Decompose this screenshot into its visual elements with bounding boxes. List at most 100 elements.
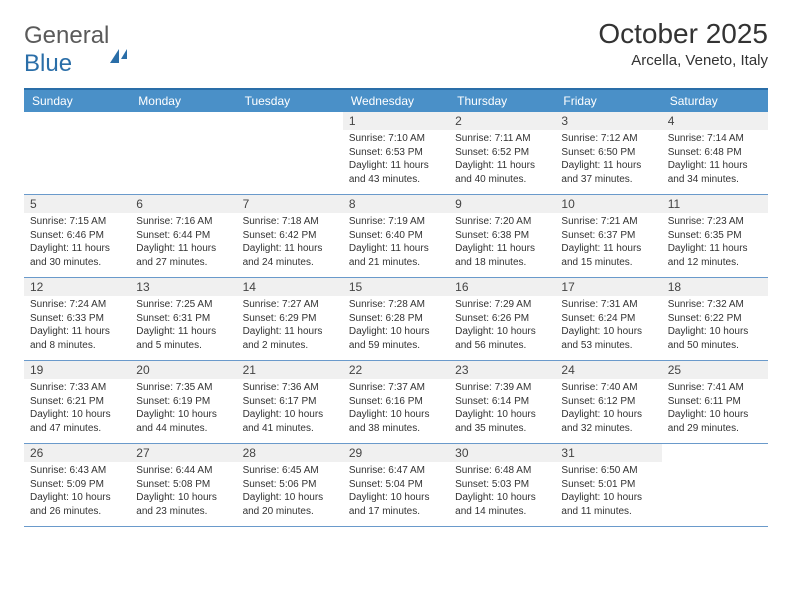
logo-part2: Blue (24, 50, 72, 77)
day-number: 14 (237, 278, 343, 296)
day-info: Sunrise: 7:14 AMSunset: 6:48 PMDaylight:… (668, 132, 762, 186)
day-number: 21 (237, 361, 343, 379)
calendar-cell: 5Sunrise: 7:15 AMSunset: 6:46 PMDaylight… (24, 195, 130, 277)
day-number: 7 (237, 195, 343, 213)
day-number: 27 (130, 444, 236, 462)
day-info: Sunrise: 7:20 AMSunset: 6:38 PMDaylight:… (455, 215, 549, 269)
logo: GeneralBlue (24, 22, 127, 78)
header: GeneralBlue October 2025 Arcella, Veneto… (24, 18, 768, 78)
day-info: Sunrise: 7:31 AMSunset: 6:24 PMDaylight:… (561, 298, 655, 352)
calendar-cell: 24Sunrise: 7:40 AMSunset: 6:12 PMDayligh… (555, 361, 661, 443)
location-label: Arcella, Veneto, Italy (598, 52, 768, 69)
calendar-cell: 2 Sunrise: 7:11 AMSunset: 6:52 PMDaylight… (449, 112, 555, 194)
calendar-week: 19Sunrise: 7:33 AMSunset: 6:21 PMDayligh… (24, 361, 768, 444)
weekday-header: SundayMondayTuesdayWednesdayThursdayFrid… (24, 90, 768, 112)
day-info: Sunrise: 7:33 AMSunset: 6:21 PMDaylight:… (30, 381, 124, 435)
day-info: Sunrise: 7:41 AMSunset: 6:11 PMDaylight:… (668, 381, 762, 435)
day-info: Sunrise: 6:45 AMSunset: 5:06 PMDaylight:… (243, 464, 337, 518)
day-number: 6 (130, 195, 236, 213)
day-info: Sunrise: 7:24 AMSunset: 6:33 PMDaylight:… (30, 298, 124, 352)
calendar-cell: 26 Sunrise: 6:43 AMSunset: 5:09 PMDayligh… (24, 444, 130, 526)
day-info: Sunrise: 7:35 AMSunset: 6:19 PMDaylight:… (136, 381, 230, 435)
day-info: Sunrise: 6:50 AMSunset: 5:01 PMDaylight:… (561, 464, 655, 518)
day-number: 30 (449, 444, 555, 462)
day-info: Sunrise: 6:44 AMSunset: 5:08 PMDaylight:… (136, 464, 230, 518)
day-info: Sunrise: 7:29 AMSunset: 6:26 PMDaylight:… (455, 298, 549, 352)
calendar-cell: 11 Sunrise: 7:23 AMSunset: 6:35 PMDayligh… (662, 195, 768, 277)
day-number: 11 (662, 195, 768, 213)
calendar-cell-empty: . (24, 112, 130, 194)
day-number: 26 (24, 444, 130, 462)
day-number: 15 (343, 278, 449, 296)
day-number: 2 (449, 112, 555, 130)
day-info: Sunrise: 7:36 AMSunset: 6:17 PMDaylight:… (243, 381, 337, 435)
calendar-cell: 14 Sunrise: 7:27 AMSunset: 6:29 PMDayligh… (237, 278, 343, 360)
weekday-col: Friday (555, 90, 661, 112)
day-number: 16 (449, 278, 555, 296)
day-info: Sunrise: 7:25 AMSunset: 6:31 PMDaylight:… (136, 298, 230, 352)
calendar-cell: 19Sunrise: 7:33 AMSunset: 6:21 PMDayligh… (24, 361, 130, 443)
calendar-cell: 16 Sunrise: 7:29 AMSunset: 6:26 PMDayligh… (449, 278, 555, 360)
day-number: 9 (449, 195, 555, 213)
day-number: 3 (555, 112, 661, 130)
calendar-cell: 8 Sunrise: 7:19 AMSunset: 6:40 PMDaylight… (343, 195, 449, 277)
calendar-cell: 27 Sunrise: 6:44 AMSunset: 5:08 PMDayligh… (130, 444, 236, 526)
calendar-cell: 10Sunrise: 7:21 AMSunset: 6:37 PMDayligh… (555, 195, 661, 277)
day-info: Sunrise: 7:19 AMSunset: 6:40 PMDaylight:… (349, 215, 443, 269)
calendar-cell: 13Sunrise: 7:25 AMSunset: 6:31 PMDayligh… (130, 278, 236, 360)
calendar-cell-empty: . (130, 112, 236, 194)
calendar-cell: 23Sunrise: 7:39 AMSunset: 6:14 PMDayligh… (449, 361, 555, 443)
day-number: 12 (24, 278, 130, 296)
calendar-cell: 20 Sunrise: 7:35 AMSunset: 6:19 PMDayligh… (130, 361, 236, 443)
weekday-col: Sunday (24, 90, 130, 112)
day-info: Sunrise: 7:37 AMSunset: 6:16 PMDaylight:… (349, 381, 443, 435)
calendar-week: 5Sunrise: 7:15 AMSunset: 6:46 PMDaylight… (24, 195, 768, 278)
calendar-cell: 15 Sunrise: 7:28 AMSunset: 6:28 PMDayligh… (343, 278, 449, 360)
title-block: October 2025 Arcella, Veneto, Italy (598, 18, 768, 69)
day-number: 20 (130, 361, 236, 379)
calendar-cell: 29Sunrise: 6:47 AMSunset: 5:04 PMDayligh… (343, 444, 449, 526)
calendar-cell: 21 Sunrise: 7:36 AMSunset: 6:17 PMDayligh… (237, 361, 343, 443)
logo-text: GeneralBlue (24, 22, 127, 78)
calendar-cell: 28Sunrise: 6:45 AMSunset: 5:06 PMDayligh… (237, 444, 343, 526)
calendar: SundayMondayTuesdayWednesdayThursdayFrid… (24, 88, 768, 527)
day-info: Sunrise: 6:48 AMSunset: 5:03 PMDaylight:… (455, 464, 549, 518)
calendar-cell: 12 Sunrise: 7:24 AMSunset: 6:33 PMDayligh… (24, 278, 130, 360)
calendar-cell: 4Sunrise: 7:14 AMSunset: 6:48 PMDaylight… (662, 112, 768, 194)
logo-sail-icon (110, 22, 119, 63)
day-number: 5 (24, 195, 130, 213)
day-info: Sunrise: 7:23 AMSunset: 6:35 PMDaylight:… (668, 215, 762, 269)
day-info: Sunrise: 7:40 AMSunset: 6:12 PMDaylight:… (561, 381, 655, 435)
calendar-cell: 17 Sunrise: 7:31 AMSunset: 6:24 PMDayligh… (555, 278, 661, 360)
calendar-week: 12 Sunrise: 7:24 AMSunset: 6:33 PMDayligh… (24, 278, 768, 361)
weekday-col: Tuesday (237, 90, 343, 112)
calendar-week: ...1Sunrise: 7:10 AMSunset: 6:53 PMDayli… (24, 112, 768, 195)
day-info: Sunrise: 7:12 AMSunset: 6:50 PMDaylight:… (561, 132, 655, 186)
weekday-col: Monday (130, 90, 236, 112)
day-number: 8 (343, 195, 449, 213)
day-number: 17 (555, 278, 661, 296)
calendar-cell: 9 Sunrise: 7:20 AMSunset: 6:38 PMDaylight… (449, 195, 555, 277)
calendar-cell: 31Sunrise: 6:50 AMSunset: 5:01 PMDayligh… (555, 444, 661, 526)
day-number: 18 (662, 278, 768, 296)
day-info: Sunrise: 7:27 AMSunset: 6:29 PMDaylight:… (243, 298, 337, 352)
day-info: Sunrise: 7:18 AMSunset: 6:42 PMDaylight:… (243, 215, 337, 269)
day-info: Sunrise: 7:11 AMSunset: 6:52 PMDaylight:… (455, 132, 549, 186)
calendar-cell: 6Sunrise: 7:16 AMSunset: 6:44 PMDaylight… (130, 195, 236, 277)
calendar-cell-empty: . (237, 112, 343, 194)
calendar-cell: 1Sunrise: 7:10 AMSunset: 6:53 PMDaylight… (343, 112, 449, 194)
calendar-cell: 7 Sunrise: 7:18 AMSunset: 6:42 PMDaylight… (237, 195, 343, 277)
calendar-body: ...1Sunrise: 7:10 AMSunset: 6:53 PMDayli… (24, 112, 768, 527)
logo-sail2-icon (121, 22, 127, 59)
day-info: Sunrise: 7:28 AMSunset: 6:28 PMDaylight:… (349, 298, 443, 352)
day-number: 25 (662, 361, 768, 379)
calendar-cell: 25 Sunrise: 7:41 AMSunset: 6:11 PMDayligh… (662, 361, 768, 443)
calendar-cell: 3 Sunrise: 7:12 AMSunset: 6:50 PMDaylight… (555, 112, 661, 194)
day-info: Sunrise: 7:10 AMSunset: 6:53 PMDaylight:… (349, 132, 443, 186)
weekday-col: Wednesday (343, 90, 449, 112)
day-info: Sunrise: 6:43 AMSunset: 5:09 PMDaylight:… (30, 464, 124, 518)
day-info: Sunrise: 7:39 AMSunset: 6:14 PMDaylight:… (455, 381, 549, 435)
day-info: Sunrise: 7:32 AMSunset: 6:22 PMDaylight:… (668, 298, 762, 352)
weekday-col: Thursday (449, 90, 555, 112)
calendar-cell: 22Sunrise: 7:37 AMSunset: 6:16 PMDayligh… (343, 361, 449, 443)
